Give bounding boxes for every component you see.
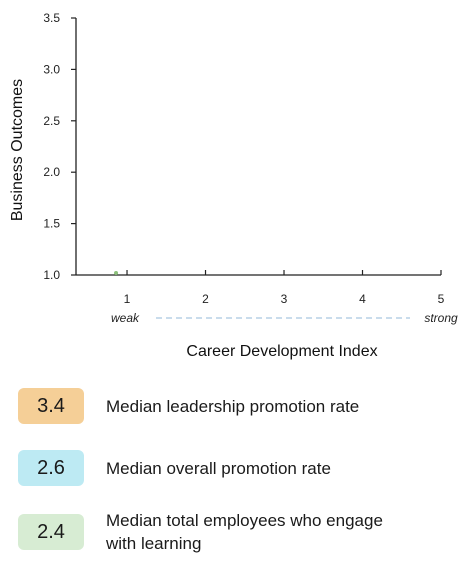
y-axis: 1.0 1.5 2.0 2.5 3.0 3.5 [43, 11, 77, 282]
x-tick-label: 1 [124, 292, 131, 306]
legend-item-overall-promotion: 2.6 Median overall promotion rate [18, 450, 406, 486]
legend-item-learning-engagement: 2.4 Median total employees who engage wi… [18, 509, 406, 555]
legend-badge: 2.4 [18, 514, 84, 550]
data-point [114, 270, 119, 275]
x-tick-label: 2 [202, 292, 209, 306]
x-axis-title: Career Development Index [186, 343, 377, 360]
legend: 3.4 Median leadership promotion rate 2.6… [0, 370, 474, 578]
data-points [114, 270, 119, 275]
x-tick-label: 3 [281, 292, 288, 306]
legend-item-leadership-promotion: 3.4 Median leadership promotion rate [18, 388, 406, 424]
x-tick-label: 5 [438, 292, 445, 306]
y-tick-label: 2.0 [43, 165, 60, 179]
y-tick-label: 3.5 [43, 11, 60, 25]
y-tick-label: 1.5 [43, 217, 60, 231]
x-axis: 1 2 3 4 5 [76, 270, 445, 306]
legend-badge: 2.6 [18, 450, 84, 486]
x-tick-label: 4 [359, 292, 366, 306]
y-tick-label: 2.5 [43, 114, 60, 128]
legend-label: Median total employees who engage with l… [106, 511, 383, 553]
legend-label: Median leadership promotion rate [106, 396, 360, 416]
legend-label: Median overall promotion rate [106, 458, 331, 478]
x-axis-weak-label: weak [111, 311, 140, 325]
scatter-chart: 1.0 1.5 2.0 2.5 3.0 3.5 1 2 3 4 5 Business Outcom… [9, 11, 458, 360]
x-axis-strong-label: strong [424, 311, 458, 325]
legend-badge: 3.4 [18, 388, 84, 424]
y-axis-title: Business Outcomes [9, 79, 26, 221]
y-tick-label: 1.0 [43, 268, 60, 282]
y-tick-label: 3.0 [43, 62, 60, 76]
